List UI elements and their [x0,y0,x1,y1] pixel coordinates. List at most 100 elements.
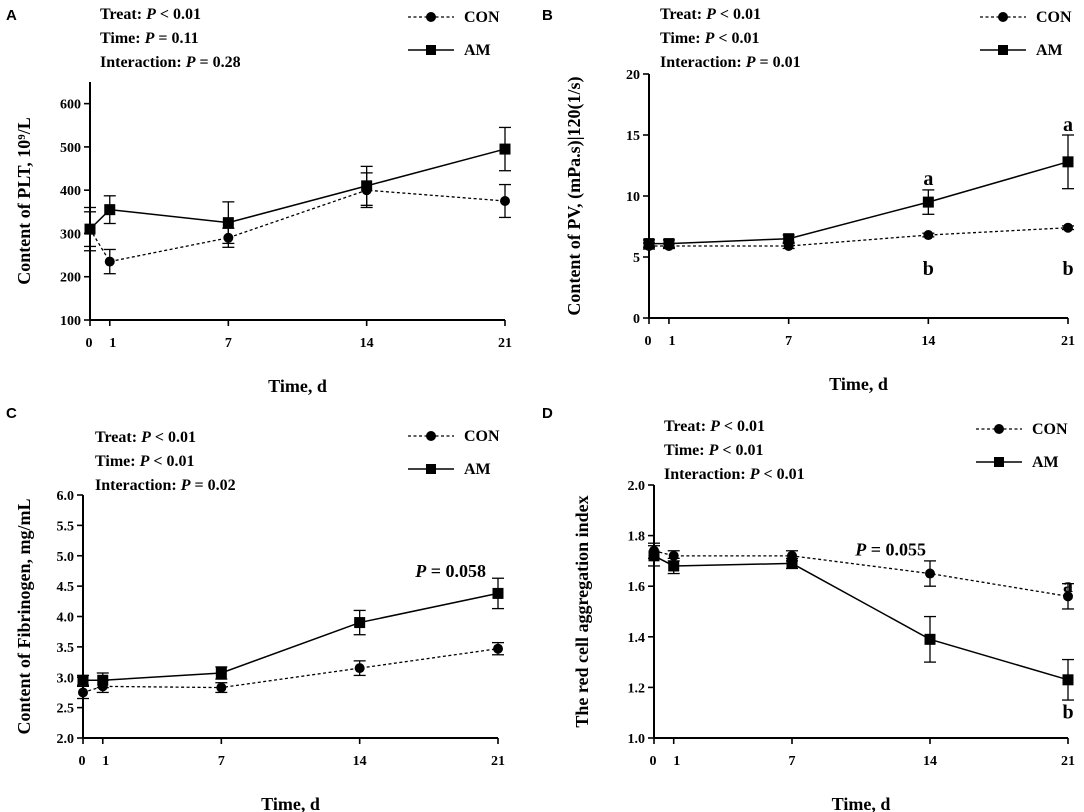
y-tick-label: 3.0 [57,671,75,686]
y-axis-title: Content of Fibrinogen, mg/mL [14,499,34,735]
stat-label: Treat: [95,429,141,446]
am-point [361,180,373,192]
stat-line: Treat: P < 0.01 [100,6,201,23]
p-value-text: = 0.058 [426,561,486,581]
legend-con-marker [426,12,436,22]
stat-p-symbol: P [180,477,191,494]
legend-am-marker [998,45,1008,55]
x-tick-label: 14 [360,336,374,351]
x-axis-title: Time, d [261,794,320,812]
stat-value: = 0.02 [191,477,236,494]
x-tick-label: 7 [218,754,225,769]
stat-line: Time: P < 0.01 [660,30,760,47]
legend-am-label: AM [464,461,491,478]
stat-label: Interaction: [95,477,181,494]
stat-value: < 0.01 [151,429,196,446]
am-point [97,674,109,686]
am-point [215,667,227,679]
y-tick-label: 5.5 [57,519,75,534]
y-tick-label: 500 [60,141,81,156]
x-tick-label: 0 [650,754,657,769]
x-tick-label: 21 [1061,754,1075,769]
stat-value: < 0.01 [149,453,194,470]
stat-p-symbol: P [749,466,760,483]
x-tick-label: 0 [79,754,86,769]
y-tick-label: 1.6 [628,580,646,595]
y-tick-label: 1.8 [628,530,646,545]
y-tick-label: 4.0 [57,611,75,626]
x-axis-title: Time, d [268,376,327,396]
am-point [492,587,504,599]
significance-letter: b [1062,258,1073,280]
am-point [499,143,511,155]
legend-am-marker [426,464,436,474]
stat-p-symbol: P [144,30,155,47]
x-tick-label: 7 [789,754,796,769]
x-axis-title: Time, d [829,374,888,394]
y-tick-label: 10 [626,190,640,205]
am-point [354,617,366,629]
x-tick-label: 0 [86,336,93,351]
significance-letter: a [1063,575,1073,597]
legend-con-label: CON [1036,9,1072,26]
am-point [786,557,798,569]
x-tick-label: 14 [353,754,367,769]
stat-line: Time: P = 0.11 [100,30,199,47]
stat-p-symbol: P [709,418,720,435]
con-point [78,687,88,698]
x-tick-label: 0 [645,334,652,349]
y-tick-label: 20 [626,68,640,83]
panel-letter: A [6,7,17,24]
series-am-line [89,148,506,230]
legend-con-label: CON [1032,421,1068,438]
series-am-line [83,592,499,682]
y-tick-label: 5.0 [57,550,75,565]
stat-line: Interaction: P = 0.02 [95,477,236,494]
stat-value: = 0.28 [196,54,241,71]
panel-letter: B [542,7,553,24]
p-symbol: P [854,540,867,560]
x-tick-label: 14 [923,754,937,769]
legend-am-label: AM [464,42,491,59]
stat-value: < 0.01 [720,418,765,435]
stat-line: Time: P < 0.01 [664,442,764,459]
stat-p-symbol: P [140,429,151,446]
x-tick-label: 1 [668,334,675,349]
y-axis-title: The red cell aggregation index [572,495,592,727]
stat-label: Interaction: [664,466,750,483]
y-tick-label: 2.5 [57,702,75,717]
legend-am-marker [994,457,1004,467]
series-am-line [649,161,1069,245]
y-tick-label: 100 [60,314,81,329]
am-point [643,238,655,250]
stat-value: < 0.01 [716,6,761,23]
series-con-line [82,648,499,694]
am-point [668,560,680,572]
y-tick-label: 3.5 [57,641,75,656]
am-point [783,233,795,245]
am-point [77,674,89,686]
stat-label: Time: [664,442,709,459]
p-value-annotation: P = 0.058 [414,561,486,581]
y-tick-label: 1.4 [628,631,646,646]
am-point [663,238,675,250]
am-point [922,196,934,208]
stat-value: < 0.01 [714,30,759,47]
con-point [925,568,935,579]
series-am-line [653,555,1069,681]
x-tick-label: 7 [785,334,792,349]
stat-p-symbol: P [708,442,719,459]
panel-a: A Treat: P < 0.01 Time: P = 0.11 Interactio… [6,6,512,396]
stat-p-symbol: P [705,6,716,23]
y-tick-label: 1.0 [628,732,646,747]
legend-am-label: AM [1036,42,1063,59]
stat-label: Treat: [100,6,146,23]
stat-line: Interaction: P < 0.01 [664,466,805,483]
significance-letter: a [923,168,933,190]
y-axis-title: Content of PLT, 10⁹/L [14,117,34,284]
stat-p-symbol: P [139,453,150,470]
stat-value: < 0.01 [760,466,805,483]
stat-line: Treat: P < 0.01 [664,418,765,435]
